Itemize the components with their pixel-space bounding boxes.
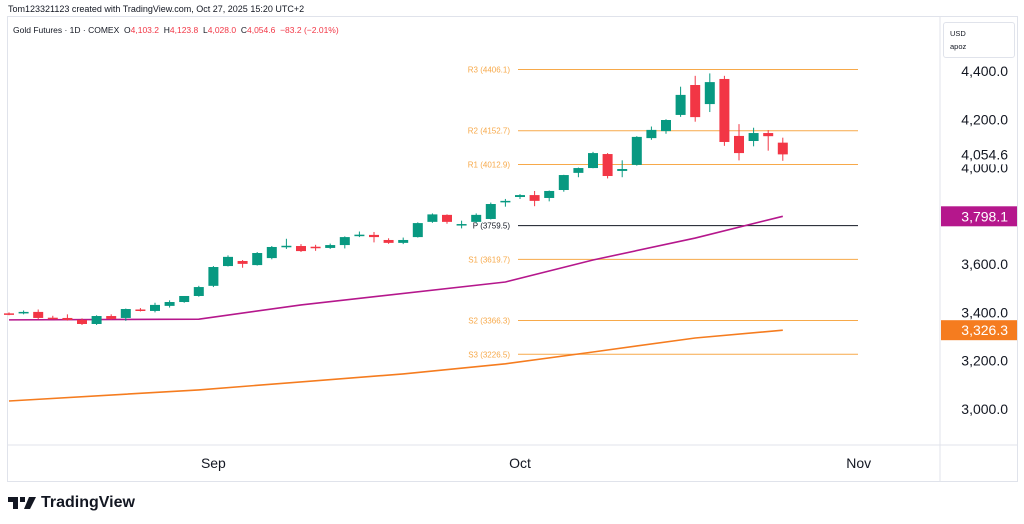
candle-up	[675, 94, 686, 115]
candle-up	[193, 287, 204, 296]
currency-unit-box[interactable]: USD apoz	[943, 22, 1015, 58]
candle-down	[529, 195, 540, 201]
candle-up	[398, 239, 409, 243]
time-tick-label: Oct	[509, 455, 531, 471]
candle-up	[179, 295, 190, 303]
candle-up	[500, 200, 511, 203]
ma-slow-price-label-bg	[941, 320, 1017, 341]
change-value: −83.2 (−2.01%)	[280, 25, 339, 35]
candle-up	[485, 204, 496, 219]
candle-up	[427, 214, 438, 222]
pivot-label-r3: R3 (4406.1)	[468, 66, 511, 75]
pivot-label-s1: S1 (3619.7)	[468, 255, 510, 264]
candle-up	[412, 223, 423, 238]
candle-down	[77, 319, 87, 324]
candle-up	[558, 175, 569, 191]
candle-down	[602, 154, 613, 177]
tradingview-logo[interactable]: TradingView	[8, 494, 135, 512]
moving-average-slow	[8, 329, 783, 402]
price-tick-label: 4,400.0	[961, 63, 1008, 79]
candle-up	[281, 245, 292, 248]
candle-down	[4, 313, 14, 315]
candle-down	[734, 135, 744, 154]
candle-down	[33, 311, 44, 318]
candle-down	[106, 316, 117, 319]
candle-down	[135, 309, 146, 312]
candle-up	[748, 133, 759, 142]
candle-up	[646, 129, 657, 139]
candle-down	[719, 78, 730, 142]
candle-down	[690, 85, 701, 118]
price-tick-label: 3,000.0	[961, 401, 1008, 417]
pivot-label-r2: R2 (4152.7)	[468, 127, 511, 136]
candle-down	[383, 239, 394, 243]
low-label: L	[203, 25, 208, 35]
candle-down	[47, 317, 58, 320]
time-tick-label: Nov	[846, 455, 871, 471]
candle-up	[164, 302, 175, 306]
candle-up	[223, 256, 233, 267]
close-value: 4,054.6	[246, 25, 276, 35]
ma-fast-price-label-bg	[941, 206, 1017, 227]
logo-text: TradingView	[41, 494, 135, 511]
chart-credit: Tom123321123 created with TradingView.co…	[8, 4, 305, 14]
open-value: 4,103.2	[130, 25, 160, 35]
ma-fast-price-label: 3,798.1	[961, 208, 1008, 224]
last-price-label-bg	[941, 144, 1017, 165]
candle-up	[354, 234, 365, 237]
candle-up	[252, 253, 263, 266]
candle-up	[339, 237, 350, 246]
candle-down	[296, 246, 306, 252]
candle-down	[442, 214, 452, 222]
candle-down	[777, 142, 788, 155]
chart-frame	[7, 16, 1018, 482]
candle-up	[617, 169, 628, 171]
candle-up	[631, 136, 642, 165]
close-label: C	[240, 25, 247, 35]
candle-down	[310, 246, 321, 249]
price-tick-label: 4,200.0	[961, 111, 1008, 127]
candle-up	[120, 309, 131, 318]
candle-up	[91, 316, 102, 324]
candle-down	[237, 260, 248, 264]
candle-up	[208, 267, 219, 286]
candle-up	[325, 245, 336, 248]
time-tick-label: Sep	[201, 455, 226, 471]
tradingview-logo-icon	[8, 497, 36, 509]
price-tick-label: 3,400.0	[961, 304, 1008, 320]
pivot-label-p: P (3759.5)	[473, 222, 511, 231]
candle-up	[471, 214, 482, 222]
moving-average-fast	[8, 215, 783, 321]
candle-up	[150, 304, 160, 311]
last-price-label: 4,054.6	[961, 146, 1008, 162]
candle-down	[62, 317, 73, 320]
scale-mode-label: apoz	[950, 42, 967, 51]
symbol-title[interactable]: Gold Futures · 1D · COMEX	[13, 25, 120, 35]
ma-slow-price-label: 3,326.3	[961, 322, 1008, 338]
candle-up	[588, 153, 598, 169]
pivot-label-r1: R1 (4012.9)	[468, 160, 511, 169]
pivot-label-s3: S3 (3226.5)	[468, 350, 510, 359]
high-label: H	[163, 25, 170, 35]
candle-up	[704, 82, 715, 105]
candle-up	[266, 246, 277, 259]
candle-down	[369, 234, 379, 238]
low-value: 4,028.0	[207, 25, 237, 35]
high-value: 4,123.8	[169, 25, 199, 35]
candle-up	[18, 311, 29, 314]
candle-up	[544, 190, 555, 198]
candle-up	[661, 120, 671, 132]
candle-up	[456, 224, 467, 226]
symbol-legend: Gold Futures · 1D · COMEX O4,103.2 H4,12…	[13, 25, 339, 35]
candle-up	[515, 195, 525, 198]
price-tick-label: 3,600.0	[961, 256, 1008, 272]
candle-down	[763, 133, 774, 137]
price-tick-label: 3,200.0	[961, 353, 1008, 369]
pivot-label-s2: S2 (3366.3)	[468, 317, 510, 326]
candle-up	[573, 168, 584, 173]
currency-label: USD	[950, 29, 966, 38]
open-label: O	[124, 25, 131, 35]
